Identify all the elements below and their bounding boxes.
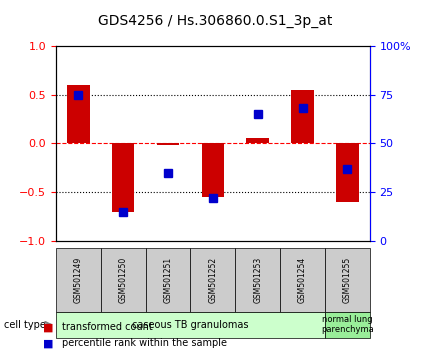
Text: ■: ■ [43, 322, 53, 332]
Text: GSM501254: GSM501254 [298, 257, 307, 303]
Text: GSM501252: GSM501252 [209, 257, 217, 303]
Bar [67, 85, 89, 143]
Text: normal lung
parenchyma: normal lung parenchyma [321, 315, 374, 335]
Text: cell type: cell type [4, 320, 46, 330]
Text: GSM501253: GSM501253 [253, 257, 262, 303]
Text: GSM501255: GSM501255 [343, 257, 352, 303]
Text: percentile rank within the sample: percentile rank within the sample [62, 338, 227, 348]
Bar [292, 90, 314, 143]
Bar [112, 143, 135, 211]
Text: caseous TB granulomas: caseous TB granulomas [132, 320, 249, 330]
Bar [157, 143, 179, 145]
Bar [246, 137, 269, 143]
Text: transformed count: transformed count [62, 322, 153, 332]
Text: GSM501249: GSM501249 [74, 257, 83, 303]
Text: GDS4256 / Hs.306860.0.S1_3p_at: GDS4256 / Hs.306860.0.S1_3p_at [98, 14, 332, 28]
Text: GSM501251: GSM501251 [163, 257, 172, 303]
Text: ■: ■ [43, 338, 53, 348]
Text: GSM501250: GSM501250 [119, 257, 128, 303]
Bar [336, 143, 359, 202]
Bar [202, 143, 224, 197]
